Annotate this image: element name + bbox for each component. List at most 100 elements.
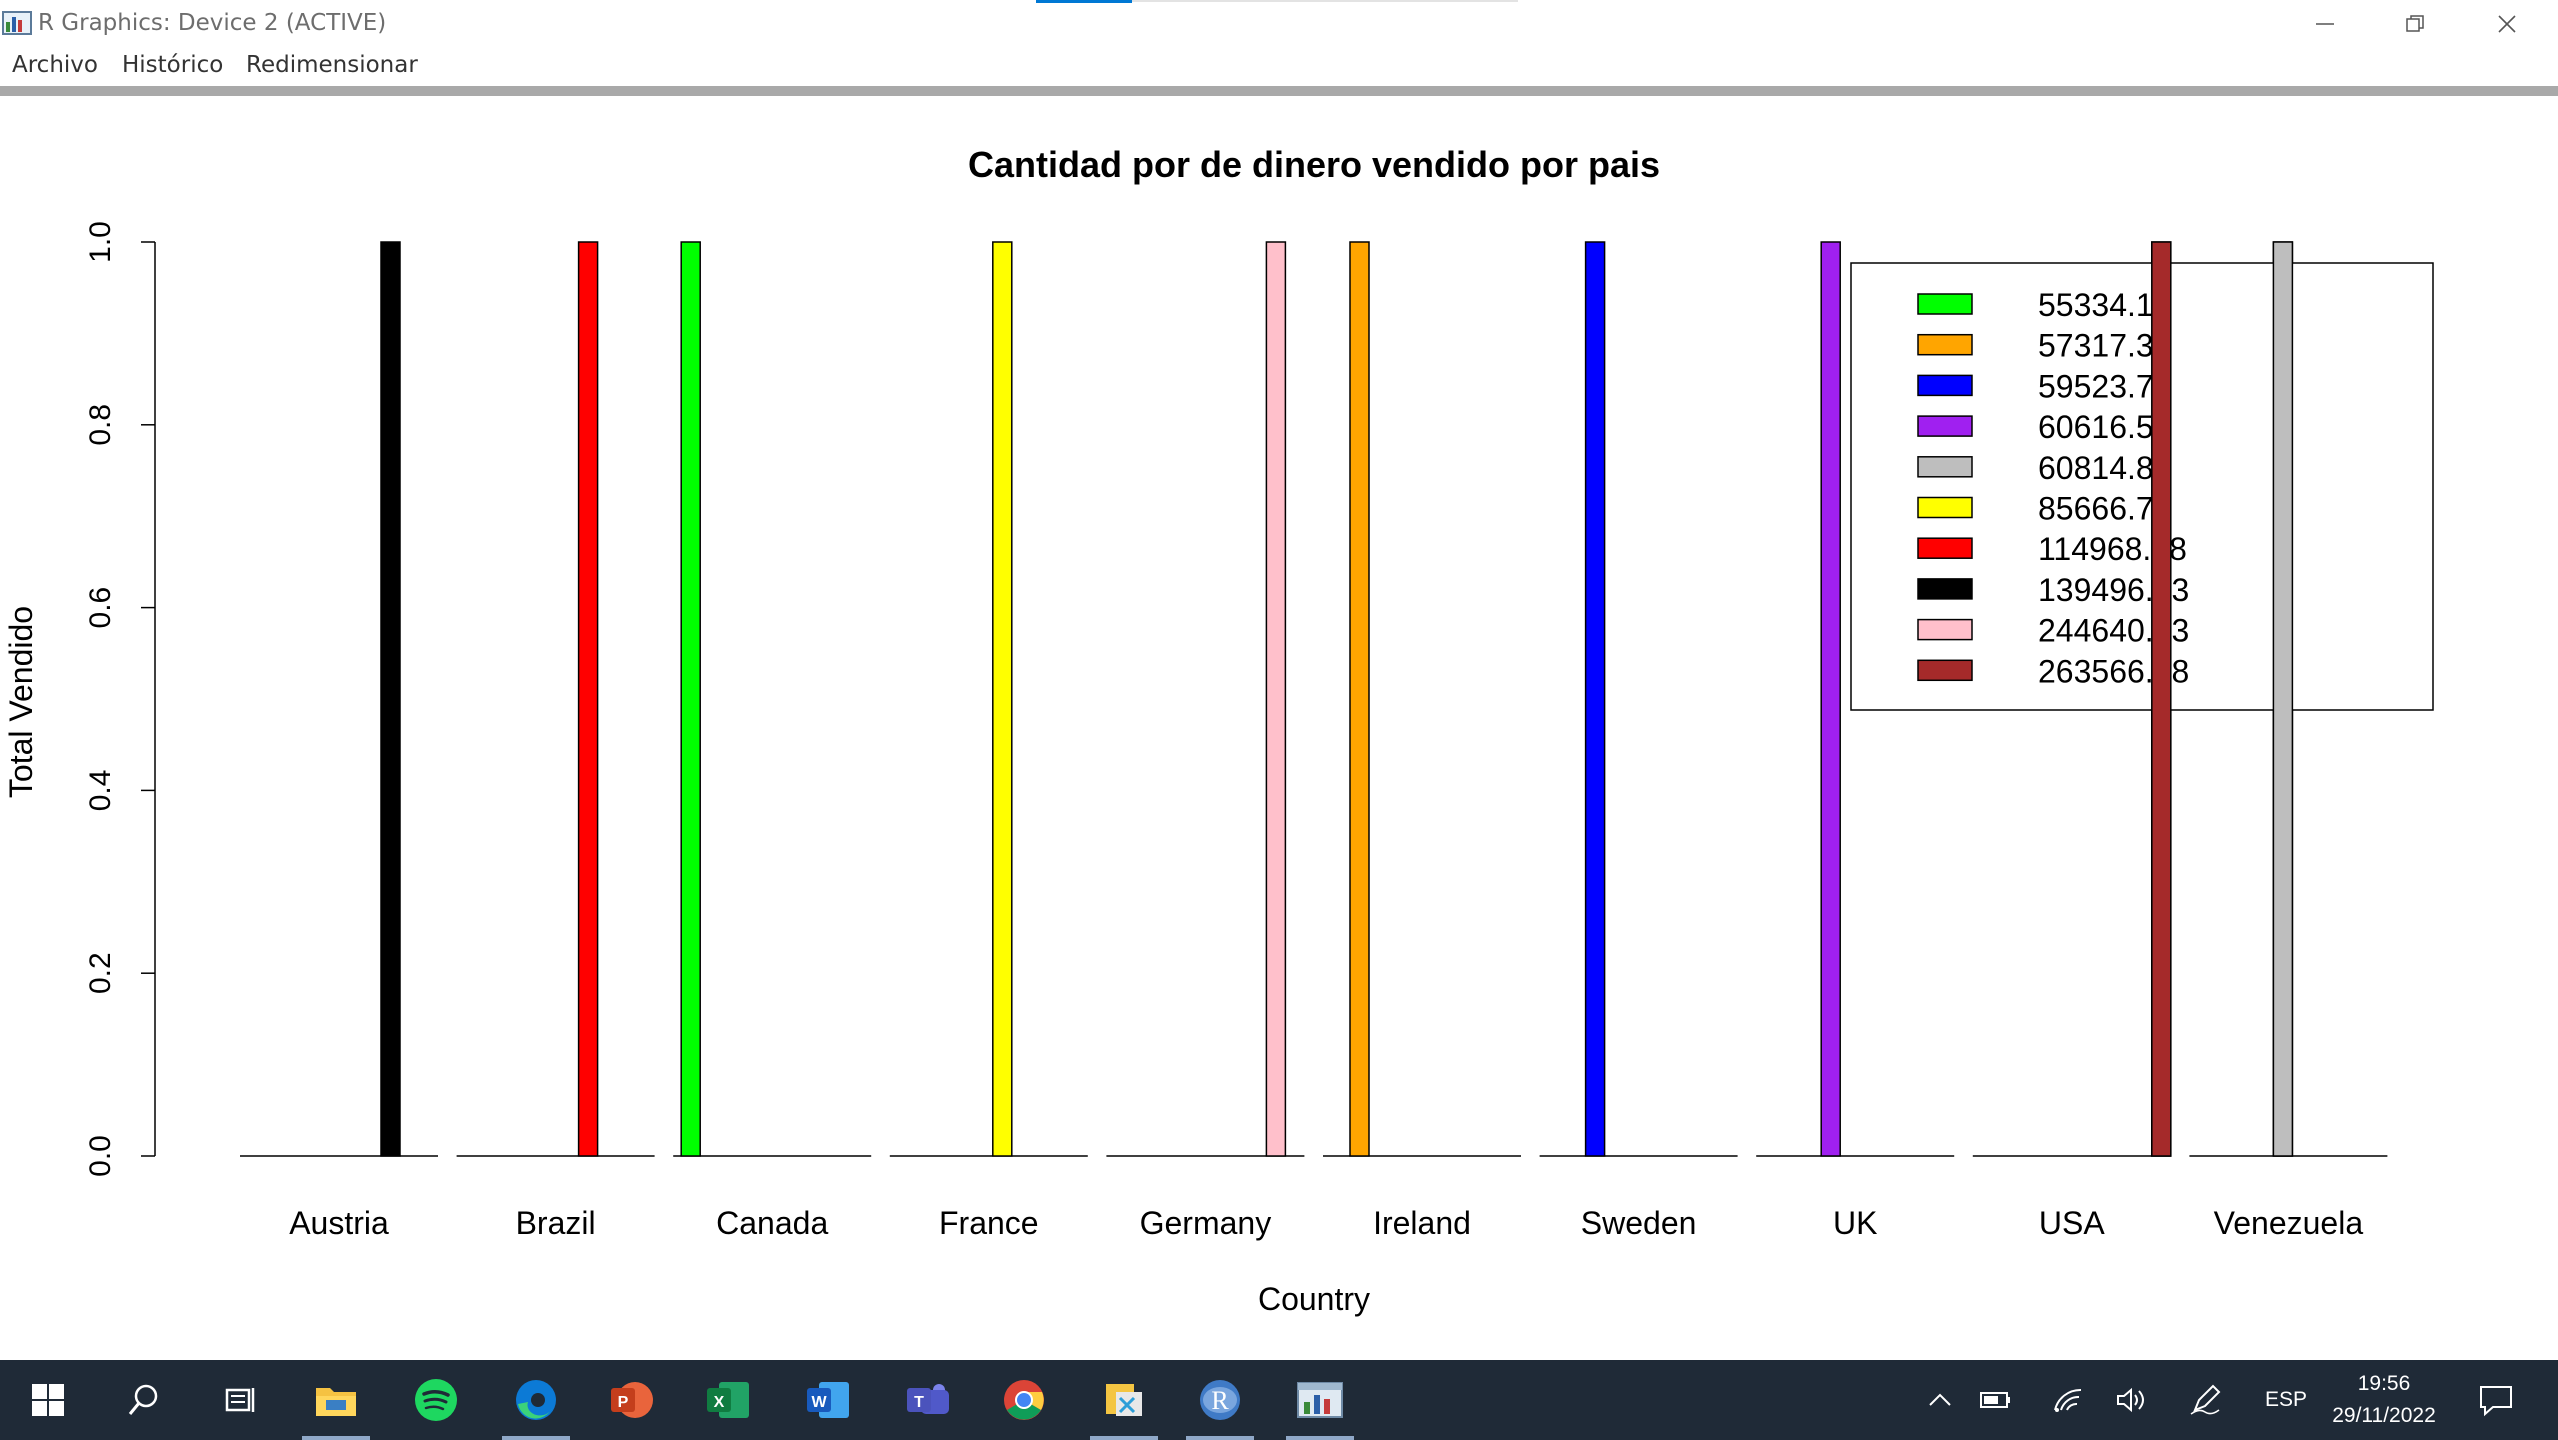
x-tick-labels: Austria Brazil Canada France Germany Ireland S… [289,1205,2363,1241]
edge-icon [516,1380,556,1420]
legend-swatch [1917,537,1973,559]
taskbar-excel[interactable]: X [680,1360,776,1440]
taskbar-file-explorer[interactable] [288,1360,384,1440]
taskbar-teams[interactable]: T [880,1360,976,1440]
taskbar-r-graphics[interactable] [1272,1360,1368,1440]
x-tick-label: Germany [1140,1205,1272,1241]
legend-swatch [1917,333,1973,356]
y-tick-label: 0.2 [84,952,117,994]
close-icon [2498,15,2516,33]
language-indicator[interactable]: ESP [2264,1388,2308,1411]
task-view-button[interactable] [192,1360,288,1440]
y-axis: 0.0 0.2 0.4 0.6 0.8 1.0 [84,221,156,1177]
menu-border [0,86,2558,96]
bar [1584,241,1606,1157]
taskbar-edge[interactable] [488,1360,584,1440]
folder-icon [316,1388,356,1416]
close-button[interactable] [2462,0,2552,48]
start-button[interactable] [0,1360,96,1440]
tray-overflow-button[interactable] [1912,1360,1968,1440]
legend-swatch [1917,456,1973,478]
window-title: R Graphics: Device 2 (ACTIVE) [38,10,387,36]
taskbar-powerpoint[interactable]: P [584,1360,680,1440]
x-tick-label: UK [1833,1205,1877,1241]
bar [680,241,701,1157]
restore-icon [2406,15,2424,32]
chrome-icon [1004,1380,1044,1420]
task-view-icon [225,1388,255,1412]
menu-redimensionar[interactable]: Redimensionar [246,52,418,78]
svg-text:W: W [811,1394,827,1411]
legend-swatch [1917,293,1973,315]
minimize-icon [2316,23,2334,25]
bar [577,241,599,1157]
taskbar-word[interactable]: W [780,1360,876,1440]
x-tick-label: Austria [289,1205,389,1241]
legend-label: 60616.51 [2038,409,2171,445]
bar [1349,241,1370,1157]
x-tick-label: Sweden [1581,1205,1697,1241]
y-tick-label: 0.0 [84,1135,117,1177]
y-tick-label: 0.4 [84,770,117,812]
x-tick-label: France [939,1205,1039,1241]
legend-swatch [1917,659,1973,682]
restore-button[interactable] [2370,0,2460,48]
bar [1265,241,1287,1157]
bar [1820,241,1841,1157]
bar [2272,241,2294,1157]
menu-archivo[interactable]: Archivo [12,52,98,78]
tray-pen[interactable] [2178,1360,2234,1440]
chart-title: Cantidad por de dinero vendido por pais [968,144,1660,185]
clock-date: 29/11/2022 [2332,1404,2436,1427]
notification-icon [2480,1386,2512,1417]
bar [380,241,401,1157]
y-tick-label: 0.6 [84,587,117,629]
bar-chart: Cantidad por de dinero vendido por pais … [3,144,2434,1317]
x-axis-label: Country [1258,1281,1370,1317]
tray-volume[interactable] [2104,1360,2160,1440]
taskbar-chrome[interactable] [976,1360,1072,1440]
word-icon: W [807,1382,849,1418]
bar [2151,241,2172,1157]
windows-start-icon [32,1384,64,1416]
r-icon: R [1200,1380,1240,1420]
active-indicator [302,1436,370,1440]
taskbar-data-tool[interactable] [1076,1360,1172,1440]
svg-text:P: P [618,1394,629,1411]
wifi-icon [2054,1388,2082,1412]
legend-label: 55334.1 [2038,287,2154,323]
clock-time: 19:56 [2357,1372,2411,1395]
legend-swatch [1917,578,1973,600]
title-bar: R Graphics: Device 2 (ACTIVE) [0,0,2558,48]
legend-label: 60814.89 [2038,450,2171,486]
taskbar-r[interactable]: R [1172,1360,1268,1440]
menu-historico[interactable]: Histórico [122,52,224,78]
clock[interactable]: 19:56 29/11/2022 [2312,1360,2456,1440]
legend-swatch [1917,618,1973,641]
x-tick-label: Ireland [1373,1205,1471,1241]
bar [992,241,1013,1157]
y-tick-label: 0.8 [84,404,117,446]
minimize-button[interactable] [2280,0,2370,48]
database-tool-icon [1106,1384,1142,1416]
powerpoint-icon: P [611,1382,653,1418]
focus-strip-inactive [1132,0,1518,2]
svg-text:R: R [1211,1386,1229,1415]
tray-battery[interactable] [1968,1360,2024,1440]
svg-text:T: T [914,1394,924,1411]
excel-icon: X [707,1382,749,1418]
pen-icon [2190,1384,2221,1415]
active-indicator [1286,1436,1354,1440]
r-graphics-icon [1297,1382,1343,1418]
tray-wifi[interactable] [2040,1360,2096,1440]
x-tick-label: Brazil [516,1205,596,1241]
legend-swatch [1917,496,1973,519]
svg-text:X: X [714,1394,725,1411]
legend-swatch [1917,374,1973,397]
search-button[interactable] [96,1360,192,1440]
search-icon [128,1384,158,1415]
notification-button[interactable] [2466,1360,2526,1440]
active-indicator [1090,1436,1158,1440]
taskbar-spotify[interactable] [388,1360,484,1440]
legend-label: 57317.39 [2038,328,2171,364]
